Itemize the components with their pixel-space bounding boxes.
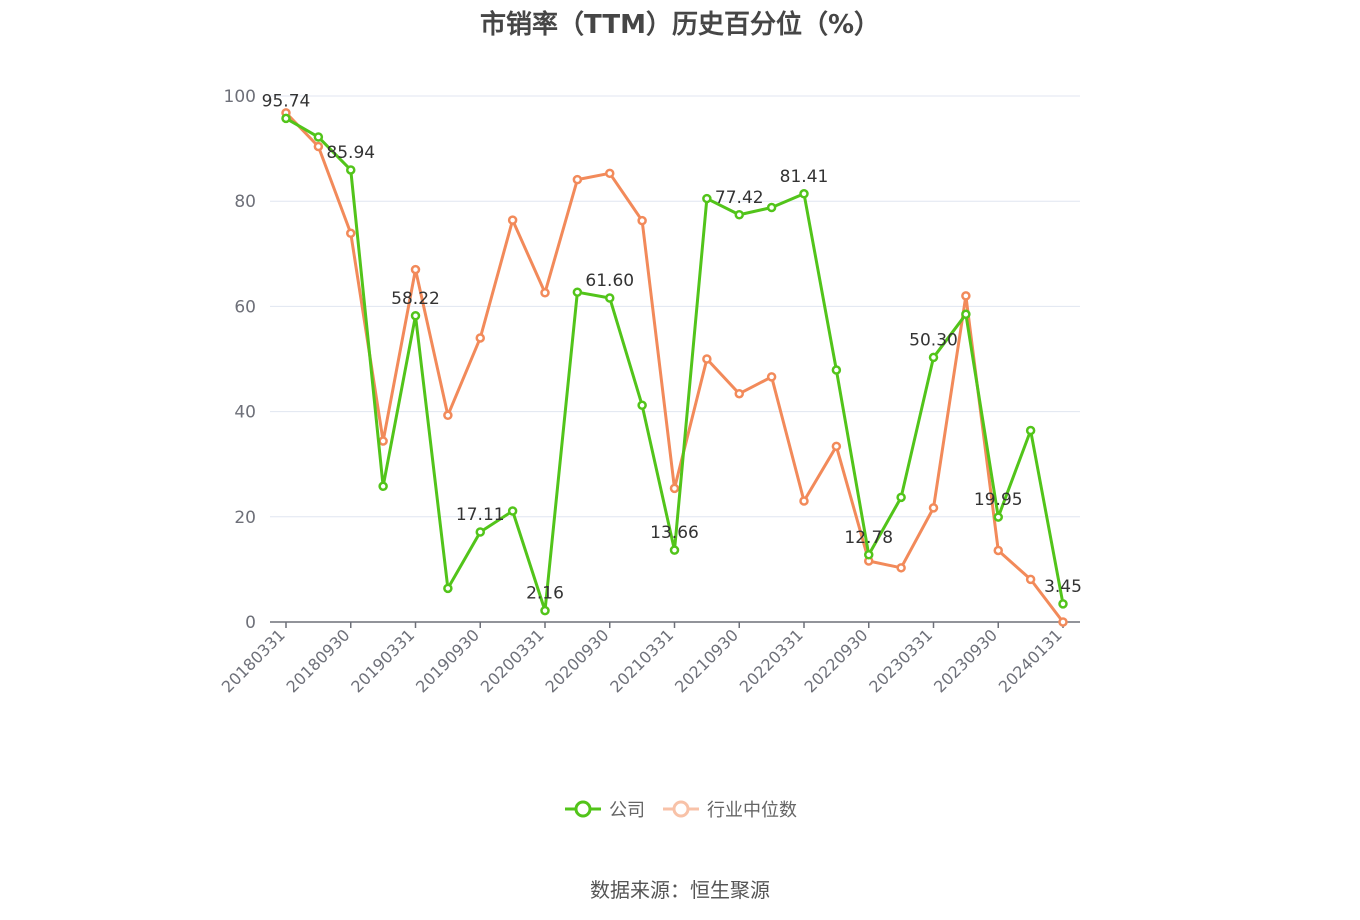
industry-point [734, 388, 744, 399]
industry-point [443, 410, 453, 421]
company-point [1058, 599, 1068, 609]
data-source: 数据来源：恒生聚源 [590, 878, 770, 902]
legend-industry-symbol [663, 800, 699, 818]
industry-point [928, 503, 939, 513]
industry-point [1025, 574, 1036, 585]
industry-point [702, 354, 712, 364]
company-point [572, 287, 583, 297]
company-point [540, 605, 550, 616]
industry-point [993, 545, 1003, 556]
industry-point [961, 291, 971, 301]
industry-point [313, 141, 324, 152]
data-label: 85.94 [326, 143, 375, 163]
industry-point [507, 215, 518, 225]
company-point [507, 506, 518, 516]
chart-title: 市销率（TTM）历史百分位（%） [480, 10, 880, 40]
data-label: 19.95 [974, 490, 1023, 510]
x-tick-label: 20220331 [736, 625, 807, 696]
data-label: 95.74 [262, 91, 311, 111]
y-tick-label: 80 [234, 192, 256, 212]
company-point [605, 293, 615, 303]
legend-item-company[interactable]: 公司 [563, 796, 645, 822]
industry-point [637, 215, 647, 226]
legend-item-industry[interactable]: 行业中位数 [661, 796, 797, 822]
data-label: 61.60 [585, 271, 634, 291]
data-label: 3.45 [1044, 577, 1082, 597]
data-label: 58.22 [391, 289, 440, 309]
company-point [993, 512, 1003, 522]
company-point [766, 202, 777, 213]
y-tick-label: 100 [224, 87, 256, 107]
company-point [410, 311, 421, 321]
company-point [443, 583, 453, 594]
x-tick-label: 20190930 [412, 625, 483, 696]
company-point [378, 481, 388, 492]
industry-point [572, 174, 583, 185]
industry-point [1058, 617, 1068, 627]
legend-company-label: 公司 [609, 800, 645, 821]
x-tick-label: 20180930 [283, 625, 354, 696]
x-tick-label: 20190331 [347, 625, 418, 696]
company-point [637, 400, 647, 411]
company-point [346, 165, 356, 175]
company-point [1025, 425, 1036, 436]
y-tick-label: 20 [234, 508, 256, 528]
x-tick-label: 20180331 [218, 625, 289, 696]
data-label: 13.66 [650, 523, 699, 543]
company-point [313, 132, 324, 142]
series-company [281, 113, 1068, 616]
x-tick-label: 20210930 [671, 625, 742, 696]
company-point [864, 550, 874, 560]
industry-point [605, 168, 615, 179]
company-point [281, 113, 291, 124]
y-tick-label: 60 [234, 297, 256, 317]
data-label: 12.78 [844, 528, 893, 548]
series-industry [281, 108, 1068, 627]
data-label: 81.41 [780, 167, 829, 187]
legend: 公司 行业中位数 [0, 796, 1360, 822]
industry-point [799, 496, 809, 506]
industry-point [540, 287, 550, 298]
industry-point [831, 441, 842, 452]
x-tick-label: 20200930 [542, 625, 613, 696]
x-tick-label: 20220930 [801, 625, 872, 696]
industry-point [410, 264, 421, 275]
x-tick-label: 20230930 [930, 625, 1001, 696]
company-point [831, 365, 842, 375]
company-point [734, 210, 744, 220]
x-tick-label: 20240131 [995, 625, 1066, 696]
industry-point [896, 563, 906, 573]
company-point [799, 189, 809, 199]
industry-point [669, 483, 680, 494]
industry-point [766, 372, 777, 382]
line-chart: 0 20 40 60 80 100 2018033120180930201903312019… [218, 87, 1082, 696]
industry-point [378, 436, 388, 446]
x-tick-label: 20230331 [865, 625, 936, 696]
x-tick-label: 20210331 [606, 625, 677, 696]
data-label: 77.42 [715, 188, 764, 208]
company-point [702, 193, 712, 204]
company-point [475, 527, 485, 537]
data-label: 17.11 [456, 505, 505, 525]
company-point [928, 352, 939, 363]
company-point [669, 545, 680, 555]
industry-point [346, 228, 356, 239]
legend-industry-label: 行业中位数 [707, 800, 797, 821]
legend-company-symbol [565, 800, 601, 818]
company-point [896, 492, 906, 503]
company-point [961, 309, 971, 320]
data-label: 2.16 [526, 584, 564, 604]
industry-point [475, 333, 485, 343]
x-tick-label: 20200331 [477, 625, 548, 696]
data-label: 50.30 [909, 330, 958, 350]
y-tick-label: 0 [245, 613, 256, 633]
y-tick-label: 40 [234, 403, 256, 423]
